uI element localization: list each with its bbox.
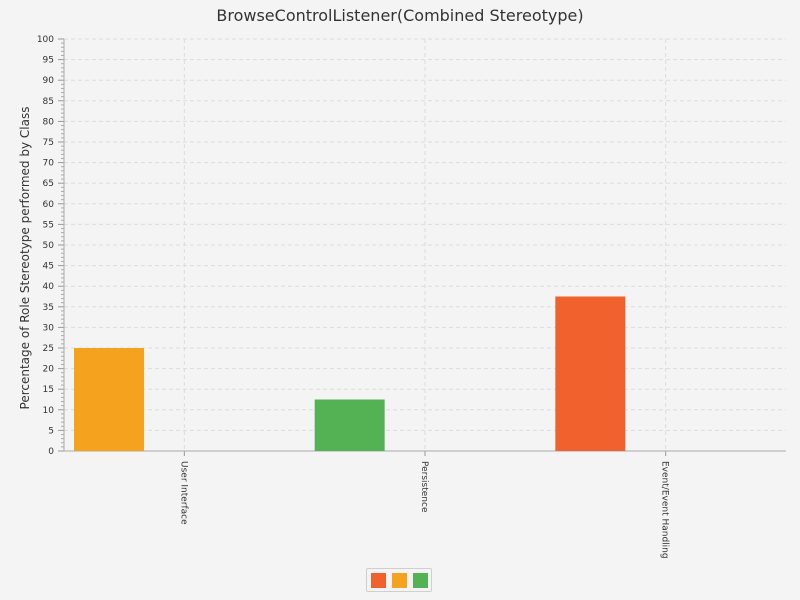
y-tick-label: 5	[48, 426, 54, 436]
chart-title: BrowseControlListener(Combined Stereotyp…	[216, 6, 584, 25]
y-tick-label: 25	[43, 344, 54, 354]
bar	[74, 348, 144, 451]
y-tick-label: 35	[43, 303, 54, 313]
y-tick-label: 90	[43, 76, 55, 86]
y-tick-label: 70	[43, 159, 55, 169]
bar	[555, 296, 626, 451]
y-tick-label: 85	[43, 97, 54, 107]
y-tick-label: 50	[43, 241, 55, 251]
y-tick-label: 20	[43, 365, 55, 375]
bar	[314, 399, 385, 451]
y-tick-label: 80	[43, 117, 55, 127]
y-tick-label: 100	[37, 35, 54, 45]
x-tick-label: Persistence	[419, 461, 429, 513]
legend-swatch	[392, 573, 407, 588]
legend	[366, 568, 432, 592]
legend-swatch	[413, 573, 428, 588]
y-tick-label: 40	[43, 282, 55, 292]
y-tick-label: 0	[48, 447, 54, 457]
y-axis-title: Percentage of Role Stereotype performed …	[18, 107, 32, 410]
tick-labels: 0 5 10 15 20 25 30 35 40 45 50 55 60 65 70 75 80 85 90 95 10…	[37, 35, 670, 559]
y-tick-label: 55	[43, 220, 54, 230]
y-tick-label: 60	[43, 200, 55, 210]
y-tick-label: 75	[43, 138, 54, 148]
axes	[58, 38, 786, 456]
y-tick-label: 95	[43, 56, 54, 66]
y-tick-label: 65	[43, 179, 54, 189]
y-tick-label: 10	[43, 406, 55, 416]
x-tick-label: User Interface	[178, 461, 188, 525]
x-tick-label: Event/Event Handling	[660, 461, 670, 559]
grid-lines	[64, 38, 786, 451]
y-tick-label: 15	[43, 385, 54, 395]
bars	[74, 296, 626, 451]
y-tick-label: 45	[43, 262, 54, 272]
legend-swatch	[371, 573, 386, 588]
y-tick-label: 30	[43, 323, 55, 333]
